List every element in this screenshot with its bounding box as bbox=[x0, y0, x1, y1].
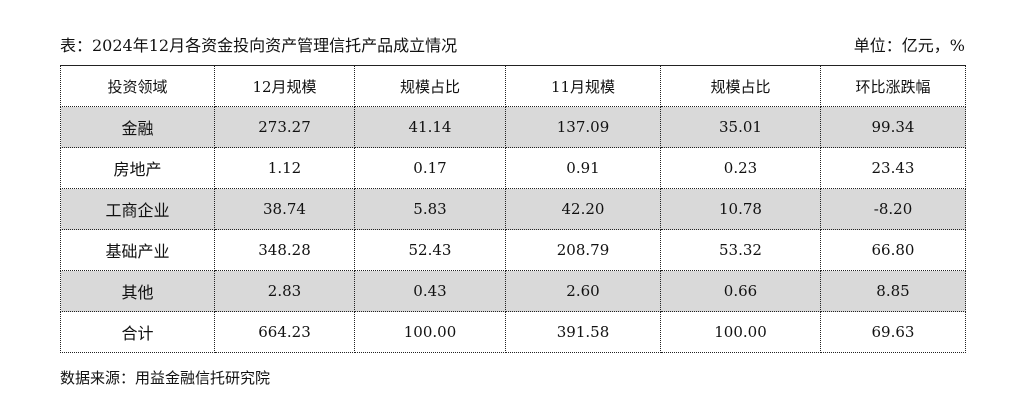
table-cell: 52.43 bbox=[354, 229, 506, 271]
column-header: 投资领域 bbox=[60, 65, 215, 107]
row-label: 合计 bbox=[60, 311, 215, 353]
row-label: 基础产业 bbox=[60, 229, 215, 271]
row-label: 金融 bbox=[60, 106, 215, 148]
table-cell: 99.34 bbox=[820, 106, 966, 148]
table-row: 房地产 1.12 0.17 0.91 0.23 23.43 bbox=[60, 147, 966, 189]
table-cell: 0.91 bbox=[505, 147, 661, 189]
row-label: 房地产 bbox=[60, 147, 215, 189]
table-cell: 5.83 bbox=[354, 188, 506, 230]
table-row: 工商企业 38.74 5.83 42.20 10.78 -8.20 bbox=[60, 188, 966, 230]
table-title: 表：2024年12月各资金投向资产管理信托产品成立情况 bbox=[60, 36, 458, 55]
column-header: 环比涨跌幅 bbox=[820, 65, 966, 107]
table-head: 投资领域 12月规模 规模占比 11月规模 规模占比 环比涨跌幅 bbox=[60, 65, 966, 107]
table-cell: 38.74 bbox=[214, 188, 355, 230]
table-cell: 0.17 bbox=[354, 147, 506, 189]
table-cell: 137.09 bbox=[505, 106, 661, 148]
table-cell: 0.66 bbox=[660, 270, 821, 312]
table-cell: 2.60 bbox=[505, 270, 661, 312]
table-body: 金融 273.27 41.14 137.09 35.01 99.34 房地产 1.12 0.17… bbox=[60, 106, 966, 353]
header-row: 投资领域 12月规模 规模占比 11月规模 规模占比 环比涨跌幅 bbox=[60, 65, 966, 107]
table-cell: 66.80 bbox=[820, 229, 966, 271]
row-label: 其他 bbox=[60, 270, 215, 312]
table-cell: 0.23 bbox=[660, 147, 821, 189]
table-cell: 35.01 bbox=[660, 106, 821, 148]
column-header: 规模占比 bbox=[660, 65, 821, 107]
table-row: 合计 664.23 100.00 391.58 100.00 69.63 bbox=[60, 311, 966, 353]
table-cell: 42.20 bbox=[505, 188, 661, 230]
table-row: 基础产业 348.28 52.43 208.79 53.32 66.80 bbox=[60, 229, 966, 271]
table-cell: 1.12 bbox=[214, 147, 355, 189]
table-cell: 69.63 bbox=[820, 311, 966, 353]
column-header: 12月规模 bbox=[214, 65, 355, 107]
table-row: 其他 2.83 0.43 2.60 0.66 8.85 bbox=[60, 270, 966, 312]
table-cell: 100.00 bbox=[354, 311, 506, 353]
row-label: 工商企业 bbox=[60, 188, 215, 230]
table-cell: 10.78 bbox=[660, 188, 821, 230]
column-header: 规模占比 bbox=[354, 65, 506, 107]
table-cell: -8.20 bbox=[820, 188, 966, 230]
table-cell: 664.23 bbox=[214, 311, 355, 353]
table-cell: 100.00 bbox=[660, 311, 821, 353]
unit-label: 单位：亿元，% bbox=[853, 36, 965, 55]
table-cell: 348.28 bbox=[214, 229, 355, 271]
table-cell: 53.32 bbox=[660, 229, 821, 271]
table-cell: 23.43 bbox=[820, 147, 966, 189]
column-header: 11月规模 bbox=[505, 65, 661, 107]
source-note: 数据来源：用益金融信托研究院 bbox=[60, 369, 271, 387]
table-cell: 391.58 bbox=[505, 311, 661, 353]
table-cell: 8.85 bbox=[820, 270, 966, 312]
table-cell: 208.79 bbox=[505, 229, 661, 271]
data-table: 投资领域 12月规模 规模占比 11月规模 规模占比 环比涨跌幅 金融 273.27 41.1… bbox=[60, 65, 966, 353]
table-cell: 2.83 bbox=[214, 270, 355, 312]
table-row: 金融 273.27 41.14 137.09 35.01 99.34 bbox=[60, 106, 966, 148]
table-cell: 41.14 bbox=[354, 106, 506, 148]
table-cell: 273.27 bbox=[214, 106, 355, 148]
table-cell: 0.43 bbox=[354, 270, 506, 312]
